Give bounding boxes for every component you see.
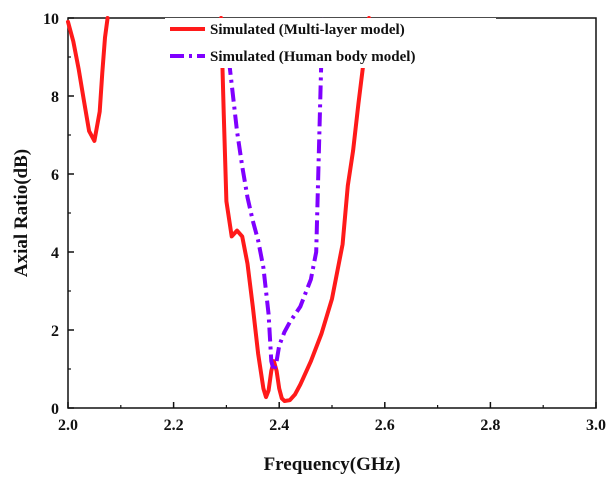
y-tick-label: 4	[51, 245, 59, 262]
y-axis-title: Axial Ratio(dB)	[11, 149, 32, 277]
legend: Simulated (Multi-layer model) Simulated …	[165, 18, 496, 68]
legend-label-multi-layer: Simulated (Multi-layer model)	[210, 22, 405, 38]
y-tick-label: 0	[51, 401, 59, 418]
y-tick-label: 8	[51, 89, 59, 106]
x-tick-label: 3.0	[586, 417, 606, 434]
series-lines	[66, 16, 371, 403]
x-axis-title: Frequency(GHz)	[264, 454, 401, 475]
plot-frame	[67, 17, 597, 409]
x-tick-label: 2.2	[164, 417, 184, 434]
y-tick-label: 6	[51, 167, 59, 184]
x-tick-label: 2.8	[480, 417, 500, 434]
y-tick-label: 2	[51, 323, 59, 340]
legend-box	[165, 18, 496, 68]
series-line-0	[66, 16, 371, 403]
y-tick-label: 10	[43, 11, 59, 28]
legend-label-human-body: Simulated (Human body model)	[210, 49, 415, 65]
x-tick-label: 2.0	[58, 417, 78, 434]
series-line-1	[227, 17, 327, 373]
axis-ticks: 2.0 2.2 2.4 2.6 2.8 3.0 0 2 4 6 8 10	[43, 11, 606, 434]
x-tick-label: 2.6	[375, 417, 395, 434]
x-tick-label: 2.4	[269, 417, 289, 434]
